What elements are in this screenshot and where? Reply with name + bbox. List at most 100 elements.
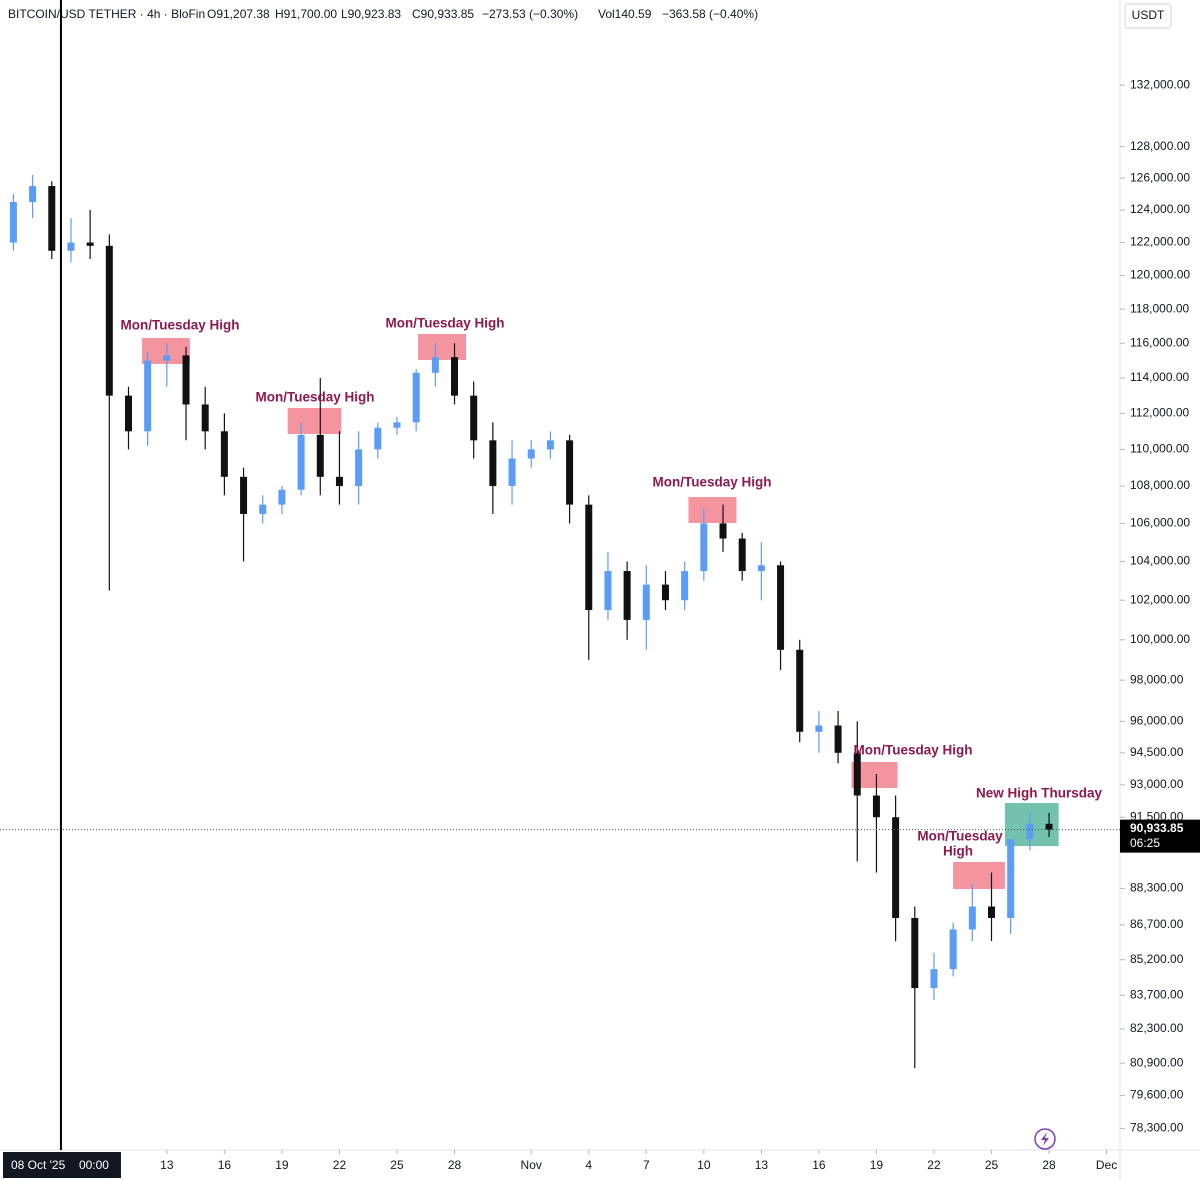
candle-body — [355, 449, 363, 487]
crosshair-time: 00:00 — [79, 1158, 109, 1172]
candle-body — [930, 969, 938, 989]
y-tick-label: 104,000.00 — [1130, 554, 1190, 568]
y-tick-label: 78,300.00 — [1130, 1121, 1184, 1135]
candle-body — [182, 355, 190, 405]
x-tick-label: 22 — [927, 1158, 941, 1172]
x-tick-label: 25 — [390, 1158, 404, 1172]
currency[interactable]: USDT — [1132, 8, 1165, 22]
candle-body — [240, 476, 248, 514]
y-tick-label: 86,700.00 — [1130, 917, 1184, 931]
volume-change: −363.58 (−0.40%) — [662, 7, 758, 21]
candle-body — [29, 186, 37, 203]
highlight-box — [287, 408, 342, 434]
candle-body — [757, 565, 765, 572]
last-price-box — [1120, 819, 1200, 853]
y-tick-label: 108,000.00 — [1130, 478, 1190, 492]
candle-body — [988, 906, 996, 918]
candle-body — [1007, 839, 1015, 918]
candle-body — [892, 817, 900, 918]
x-tick-label: 16 — [812, 1158, 826, 1172]
crosshair-box — [2, 1152, 121, 1178]
currency-button[interactable] — [1124, 3, 1172, 29]
candle-body — [508, 458, 516, 487]
candle-body — [259, 504, 267, 514]
candle-body — [489, 440, 497, 487]
y-tick-label: 94,500.00 — [1130, 745, 1184, 759]
candle-body — [642, 584, 650, 620]
candle-body — [527, 449, 535, 459]
y-tick-label: 93,000.00 — [1130, 777, 1184, 791]
candle-body — [278, 489, 286, 505]
y-tick-label: 85,200.00 — [1130, 952, 1184, 966]
y-tick-label: 132,000.00 — [1130, 77, 1190, 91]
volume: Vol140.59 — [598, 7, 652, 21]
candle-body — [815, 725, 823, 732]
candle-body — [681, 571, 689, 601]
candle-body — [623, 571, 631, 620]
annotation: High — [943, 844, 973, 859]
candle-body — [163, 355, 171, 361]
highlight-box — [953, 862, 1005, 889]
x-tick-label: 25 — [985, 1158, 999, 1172]
candle-body — [796, 649, 804, 732]
annotation: Mon/Tuesday — [917, 829, 1003, 844]
y-tick-label: 114,000.00 — [1130, 370, 1189, 384]
annotation: Mon/Tuesday High — [385, 316, 504, 331]
x-tick-label: 16 — [218, 1158, 232, 1172]
annotation: Mon/Tuesday High — [120, 318, 239, 333]
candle-body — [1026, 823, 1034, 840]
candle-body — [220, 431, 228, 477]
candle-body — [470, 395, 478, 441]
last-price-label: 90,933.85 — [1130, 821, 1184, 835]
y-tick-label: 124,000.00 — [1130, 202, 1190, 216]
x-tick-label: Nov — [521, 1158, 542, 1172]
candle-body — [700, 523, 708, 572]
y-tick-label: 98,000.00 — [1130, 672, 1184, 686]
candle-body — [201, 404, 209, 432]
candle-body — [393, 422, 401, 428]
y-tick-label: 100,000.00 — [1130, 632, 1190, 646]
candle-body — [297, 434, 305, 490]
x-tick-label: 28 — [448, 1158, 462, 1172]
candle-body — [949, 929, 957, 970]
y-tick-label: 88,300.00 — [1130, 881, 1184, 895]
highlight-box — [418, 334, 467, 360]
y-tick-label: 110,000.00 — [1130, 442, 1189, 456]
x-tick-label: 7 — [643, 1158, 650, 1172]
candle-body — [374, 427, 382, 450]
candle-body — [144, 360, 152, 432]
countdown: 06:25 — [1130, 836, 1160, 850]
lightning-glyph — [1041, 1132, 1049, 1146]
candle-body — [661, 584, 669, 601]
candle-body — [67, 242, 75, 251]
lightning-icon[interactable] — [1034, 1128, 1056, 1150]
candle-body — [834, 725, 842, 753]
y-tick-label: 102,000.00 — [1130, 592, 1190, 606]
y-tick-label: 112,000.00 — [1130, 406, 1189, 420]
y-tick-label: 126,000.00 — [1130, 170, 1190, 184]
x-tick-label: 10 — [697, 1158, 711, 1172]
ohlc-close: C90,933.85 — [412, 7, 474, 21]
y-tick-label: 122,000.00 — [1130, 235, 1190, 249]
candle-body — [1045, 823, 1053, 830]
ohlc-change: −273.53 (−0.30%) — [482, 7, 578, 21]
annotation: Mon/Tuesday High — [255, 390, 374, 405]
candle-body — [546, 440, 554, 450]
candle-body — [777, 565, 785, 650]
candle-body — [431, 357, 439, 373]
y-tick-label: 96,000.00 — [1130, 714, 1184, 728]
candle-body — [872, 795, 880, 818]
y-tick-label: 116,000.00 — [1130, 335, 1189, 349]
y-tick-label: 82,300.00 — [1130, 1021, 1184, 1035]
x-tick-label: Dec — [1096, 1158, 1117, 1172]
candle-body — [105, 245, 113, 396]
annotation: Mon/Tuesday High — [652, 475, 771, 490]
crosshair-date: 08 Oct '25 — [11, 1158, 66, 1172]
ohlc-high: H91,700.00 — [275, 7, 337, 21]
candle-body — [48, 186, 56, 251]
x-tick-label: 13 — [160, 1158, 174, 1172]
candle-body — [719, 523, 727, 539]
y-tick-label: 83,700.00 — [1130, 987, 1184, 1001]
candle-body — [566, 440, 574, 505]
